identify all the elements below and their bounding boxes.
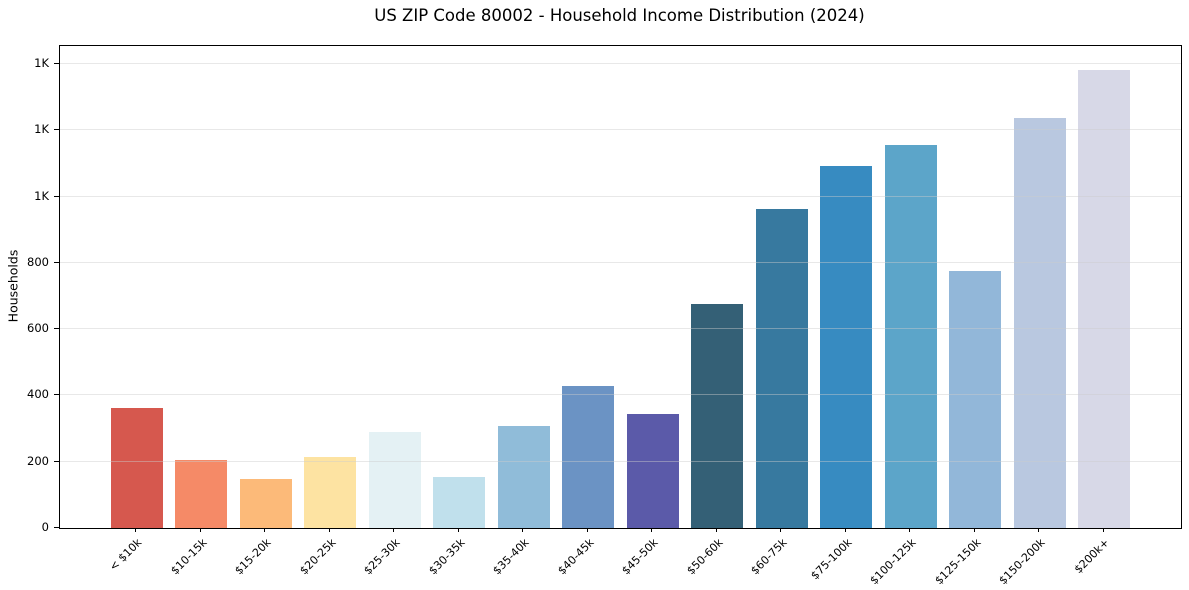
x-tick-mark	[522, 528, 523, 532]
x-tick-label: $50-60k	[683, 536, 726, 578]
bar	[497, 425, 550, 528]
chart-title: US ZIP Code 80002 - Household Income Dis…	[374, 6, 865, 25]
y-axis: 0 200 400 600 800 1K 1K 1K	[0, 45, 59, 534]
bar	[1078, 69, 1130, 528]
x-tick-mark	[780, 528, 781, 532]
x-tick-label: $40-45k	[554, 536, 597, 578]
bar	[691, 303, 743, 528]
x-tick-mark	[844, 528, 846, 532]
y-tick-label: 200	[27, 453, 49, 468]
x-tick-label: $30-35k	[425, 536, 468, 578]
y-tick-label: 600	[27, 321, 49, 336]
bar	[175, 460, 227, 528]
x-tick-label: $45-50k	[619, 536, 661, 578]
bar	[562, 386, 614, 528]
x-tick-label: $200k+	[1072, 536, 1113, 577]
bar	[884, 145, 937, 528]
bar	[755, 209, 808, 528]
y-tick-mark	[54, 328, 59, 330]
y-tick-label: 400	[27, 387, 49, 402]
x-axis: < $10k $10-15k $15-20k $20-25k $25-30k $30-35…	[59, 528, 1180, 590]
y-tick-mark	[54, 195, 59, 197]
x-tick-mark	[909, 528, 910, 532]
plot-area	[59, 45, 1182, 529]
x-tick-mark	[328, 528, 330, 532]
x-tick-label: $10-15k	[167, 536, 210, 578]
x-tick-mark	[457, 528, 459, 532]
y-tick-label: 800	[27, 254, 49, 269]
bar	[110, 408, 163, 528]
gridline	[60, 62, 1181, 64]
x-tick-mark	[264, 528, 265, 532]
x-tick-label: $35-40k	[490, 536, 532, 578]
x-tick-label: $20-25k	[296, 536, 339, 578]
x-tick-label: $60-75k	[748, 536, 790, 578]
bar	[368, 431, 421, 528]
bar	[304, 457, 356, 528]
bar	[433, 476, 485, 528]
x-tick-mark	[135, 528, 136, 532]
x-tick-label: $75-100k	[807, 536, 855, 583]
x-tick-mark	[651, 528, 652, 532]
x-tick-label: $125-150k	[932, 536, 984, 588]
bar	[1013, 117, 1066, 528]
x-tick-label: $150-200k	[996, 536, 1048, 588]
bar	[820, 166, 872, 528]
y-tick-label: 1K	[34, 55, 49, 70]
y-tick-label: 1K	[34, 188, 49, 203]
y-tick-mark	[54, 129, 59, 131]
y-tick-mark	[54, 62, 59, 64]
y-tick-label: 1K	[34, 122, 49, 137]
y-tick-label: 0	[41, 520, 49, 534]
bar	[949, 271, 1001, 528]
bar	[239, 478, 292, 528]
x-tick-mark	[199, 528, 201, 532]
x-tick-mark	[715, 528, 717, 532]
x-tick-mark	[586, 528, 588, 532]
x-tick-label: $15-20k	[232, 536, 274, 578]
x-tick-mark	[1038, 528, 1039, 532]
x-tick-label: < $10k	[107, 536, 145, 574]
y-tick-mark	[54, 460, 59, 462]
x-tick-mark	[973, 528, 975, 532]
bar	[626, 413, 679, 528]
x-tick-mark	[1102, 528, 1104, 532]
y-tick-mark	[54, 527, 59, 528]
x-tick-label: $100-125k	[867, 536, 919, 588]
x-tick-mark	[393, 528, 394, 532]
y-tick-mark	[54, 394, 59, 396]
y-tick-mark	[54, 261, 59, 263]
x-tick-label: $25-30k	[361, 536, 403, 578]
